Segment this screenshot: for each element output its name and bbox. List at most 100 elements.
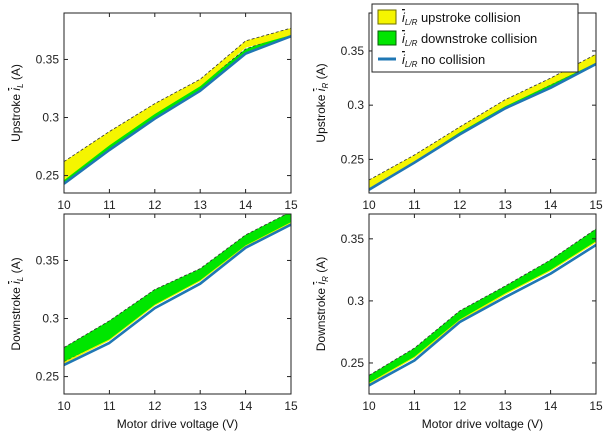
downstroke-band-edge xyxy=(64,214,288,348)
no-collision-line xyxy=(64,34,291,185)
y-axis-label-unit: (A) xyxy=(314,63,328,82)
x-tick-label: 13 xyxy=(194,198,208,212)
x-tick-label: 13 xyxy=(499,399,513,413)
no-collision-line xyxy=(369,62,596,191)
plot-data xyxy=(369,228,596,387)
y-axis-label: Upstroke iR (A) xyxy=(314,63,330,142)
legend-symbol: i xyxy=(402,52,406,67)
legend-item-no-collision: iL/R no collision xyxy=(378,52,485,69)
x-tick-label: 15 xyxy=(284,198,298,212)
downstroke-band-edge xyxy=(369,228,596,376)
y-tick-label: 0.25 xyxy=(36,169,60,183)
legend-label: iL/R upstroke collision xyxy=(402,10,521,27)
y-axis-label: Downstroke iR (A) xyxy=(314,257,330,352)
plot-data xyxy=(64,27,291,185)
y-axis-label-subscript: R xyxy=(321,83,330,89)
legend-symbol-subscript: L/R xyxy=(405,18,418,27)
legend-swatch xyxy=(377,30,397,46)
y-axis-label-subscript: R xyxy=(321,276,330,282)
x-tick-label: 11 xyxy=(408,399,421,413)
y-tick-label: 0.35 xyxy=(36,253,60,267)
upstroke-collision-band xyxy=(369,54,596,189)
legend-symbol-subscript: L/R xyxy=(405,39,418,48)
plot-data xyxy=(369,53,596,191)
y-axis-label-symbol: i xyxy=(314,88,328,91)
x-tick-label: 14 xyxy=(239,399,253,413)
legend-symbol: i xyxy=(402,31,406,46)
legend-label: iL/R downstroke collision xyxy=(402,31,537,48)
x-tick-label: 10 xyxy=(362,399,376,413)
x-tick-label: 11 xyxy=(103,399,116,413)
legend-symbol: i xyxy=(402,10,406,25)
no-collision-line xyxy=(369,243,596,387)
y-tick-label: 0.25 xyxy=(36,370,60,384)
y-axis-label-symbol: i xyxy=(9,281,23,284)
x-tick-label: 14 xyxy=(544,198,558,212)
plot-data xyxy=(64,214,291,367)
x-tick-label: 14 xyxy=(239,198,253,212)
no-collision-line xyxy=(64,223,291,367)
x-tick-label: 15 xyxy=(284,399,298,413)
y-tick-label: 0.25 xyxy=(341,152,365,166)
y-axis-label-symbol: i xyxy=(314,282,328,285)
axes-frame xyxy=(63,12,292,194)
x-tick-label: 12 xyxy=(148,399,162,413)
legend-swatch xyxy=(377,9,397,25)
chart-panel-bottom-left: 10 11 12 13 14 15 0.25 0.3 0.35 Downstroke iL (A)… xyxy=(9,213,298,431)
x-tick-label: 10 xyxy=(57,198,71,212)
legend-item-upstroke-collision: iL/R upstroke collision xyxy=(377,9,521,27)
chart-panel-bottom-right: 10 11 12 13 14 15 0.25 0.3 0.35 Downstroke iR (A)… xyxy=(314,213,603,431)
x-tick-label: 15 xyxy=(589,399,603,413)
legend-label-text: upstroke collision xyxy=(417,10,520,25)
axes-frame xyxy=(63,213,292,395)
y-axis-label-prefix: Downstroke xyxy=(314,285,328,352)
axes-frame xyxy=(368,213,597,395)
y-tick-label: 0.3 xyxy=(347,294,364,308)
upstroke-band-edge xyxy=(369,53,596,181)
y-axis-label-prefix: Upstroke xyxy=(9,91,23,142)
y-axis-label-unit: (A) xyxy=(9,257,23,276)
x-tick-label: 12 xyxy=(453,198,467,212)
downstroke-collision-band xyxy=(64,214,291,362)
legend-label-text: no collision xyxy=(417,52,485,67)
legend-box xyxy=(371,3,579,73)
y-axis-label-prefix: Upstroke xyxy=(314,91,328,142)
x-axis-label: Motor drive voltage (V) xyxy=(422,417,543,431)
legend-item-downstroke-collision: iL/R downstroke collision xyxy=(377,30,537,48)
x-axis-label: Motor drive voltage (V) xyxy=(117,417,238,431)
x-tick-label: 13 xyxy=(194,399,208,413)
y-tick-label: 0.25 xyxy=(341,356,365,370)
legend-symbol-subscript: L/R xyxy=(405,60,418,69)
legend-label-text: downstroke collision xyxy=(417,31,537,46)
x-tick-label: 12 xyxy=(453,399,467,413)
legend-label: iL/R no collision xyxy=(402,52,485,69)
y-axis-label-subscript: L xyxy=(16,83,25,87)
upstroke-band-edge xyxy=(64,27,291,162)
y-axis-label: Downstroke iL (A) xyxy=(9,257,25,350)
y-axis-label-unit: (A) xyxy=(314,257,328,276)
y-axis-label-symbol: i xyxy=(9,88,23,91)
x-tick-label: 10 xyxy=(362,198,376,212)
x-tick-label: 10 xyxy=(57,399,71,413)
x-tick-label: 12 xyxy=(148,198,162,212)
y-axis-label-unit: (A) xyxy=(9,64,23,83)
y-tick-label: 0.35 xyxy=(341,44,365,58)
y-tick-label: 0.35 xyxy=(341,232,365,246)
downstroke-collision-band xyxy=(369,228,596,383)
y-tick-label: 0.3 xyxy=(42,111,59,125)
chart-panel-top-left: 10 11 12 13 14 15 0.25 0.3 0.35 Upstroke iL (A) xyxy=(9,12,298,212)
x-tick-label: 15 xyxy=(589,198,603,212)
y-tick-label: 0.3 xyxy=(42,312,59,326)
x-tick-label: 11 xyxy=(103,198,116,212)
y-axis-label-subscript: L xyxy=(16,277,25,281)
x-tick-label: 14 xyxy=(544,399,558,413)
y-axis-label: Upstroke iL (A) xyxy=(9,64,25,142)
upstroke-collision-band xyxy=(369,240,596,385)
x-tick-label: 13 xyxy=(499,198,513,212)
y-tick-label: 0.3 xyxy=(347,98,364,112)
y-axis-label-prefix: Downstroke xyxy=(9,284,23,351)
x-tick-label: 11 xyxy=(408,198,421,212)
